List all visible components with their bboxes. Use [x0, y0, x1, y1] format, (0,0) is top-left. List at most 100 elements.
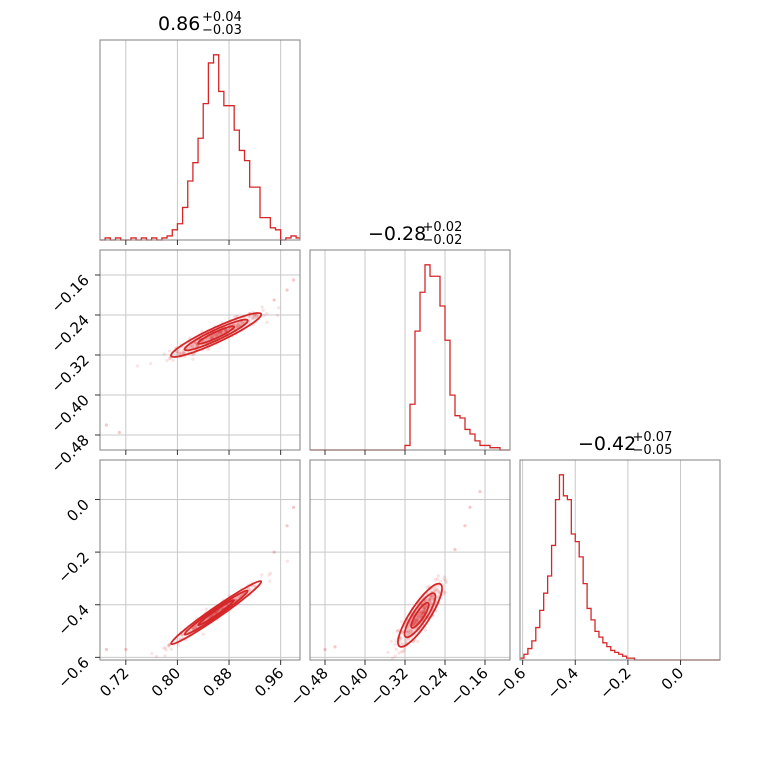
pair-panel-0 — [99, 249, 301, 451]
histogram-2 — [520, 474, 720, 661]
scatter-point — [175, 349, 179, 353]
title-0-upper: +0.04 — [202, 10, 242, 25]
scatter-point — [420, 611, 424, 615]
scatter-point — [177, 351, 181, 355]
x-tick-label: 0.72 — [96, 664, 132, 700]
scatter-point — [426, 598, 430, 602]
scatter-point — [224, 329, 228, 333]
scatter-point — [260, 305, 264, 309]
title-1: −0.28 — [368, 223, 426, 245]
scatter-point — [216, 333, 221, 337]
scatter-outlier — [124, 647, 128, 652]
scatter-point — [268, 579, 272, 583]
contour-1-0 — [197, 599, 236, 627]
scatter-point — [210, 335, 215, 339]
scatter-point — [254, 314, 258, 318]
scatter-point — [427, 584, 431, 588]
scatter-point — [182, 351, 186, 355]
scatter-point — [200, 329, 204, 333]
scatter-outlier — [291, 278, 296, 282]
x-tick-label: 0.80 — [148, 664, 184, 700]
scatter-point — [208, 336, 213, 340]
scatter-point — [431, 597, 435, 601]
scatter-point — [442, 592, 446, 596]
scatter-point — [438, 579, 442, 583]
scatter-point — [428, 597, 432, 601]
y-tick-label: −0.2 — [54, 548, 92, 586]
scatter-point — [419, 615, 423, 619]
scatter-point — [402, 648, 406, 652]
scatter-point — [219, 330, 224, 334]
scatter-point — [444, 580, 448, 585]
scatter-point — [175, 350, 179, 354]
scatter-point — [423, 607, 427, 611]
scatter-point — [168, 357, 172, 361]
contour-0-2 — [170, 312, 263, 358]
y-tick-label: −0.32 — [48, 351, 93, 396]
scatter-point — [395, 629, 399, 633]
scatter-point — [213, 611, 218, 615]
y-tick-label: −0.40 — [48, 391, 93, 436]
scatter-point — [260, 573, 264, 577]
scatter-point — [421, 607, 425, 612]
scatter-point — [225, 328, 229, 332]
data-layer — [100, 54, 720, 661]
scatter-point — [419, 614, 424, 618]
scatter-point — [401, 650, 405, 654]
scatter-point — [234, 596, 238, 600]
scatter-point — [397, 651, 401, 655]
scatter-point — [237, 323, 241, 328]
y-tick-label: −0.24 — [48, 311, 93, 356]
scatter-point — [165, 359, 169, 363]
scatter-point — [210, 334, 214, 338]
scatter-point — [285, 559, 290, 563]
scatter-point — [422, 611, 426, 615]
diag-panel-2 — [519, 459, 721, 661]
scatter-point — [214, 334, 218, 338]
x-tick-label: −0.24 — [407, 664, 452, 709]
y-tick-label: −0.48 — [48, 431, 93, 476]
scatter-point — [236, 595, 241, 599]
scatter-point — [407, 630, 411, 634]
scatter-point — [409, 630, 413, 634]
scatter-point — [436, 574, 440, 578]
scatter-point — [239, 323, 243, 327]
scatter-point — [191, 353, 195, 357]
scatter-point — [414, 618, 419, 623]
scatter-point — [237, 322, 241, 326]
scatter-point — [419, 609, 424, 614]
y-tick-label: −0.4 — [54, 601, 92, 639]
scatter-point — [421, 610, 425, 614]
scatter-point — [443, 590, 447, 595]
scatter-point — [177, 643, 181, 647]
scatter-point — [429, 595, 433, 599]
scatter-point — [216, 333, 220, 337]
scatter-point — [235, 322, 239, 326]
scatter-point — [154, 654, 158, 659]
contour-2-1 — [403, 592, 437, 639]
scatter-point — [195, 343, 199, 348]
y-tick-label: −0.16 — [48, 271, 93, 316]
scatter-point — [214, 333, 218, 337]
scatter-point — [437, 590, 441, 595]
scatter-point — [178, 351, 182, 355]
scatter-point — [418, 610, 423, 614]
scatter-point — [193, 626, 197, 630]
scatter-outlier — [478, 489, 482, 494]
scatter-outlier — [104, 423, 109, 427]
scatter-point — [428, 597, 433, 601]
scatter-point — [180, 352, 184, 356]
scatter-point — [400, 630, 404, 634]
contour-2-2 — [397, 582, 443, 648]
scatter-point — [442, 577, 446, 582]
scatter-point — [412, 621, 416, 625]
scatter-point — [420, 610, 424, 614]
scatter-point — [415, 618, 419, 622]
scatter-point — [423, 628, 428, 632]
scatter-point — [414, 618, 418, 622]
scatter-point — [212, 334, 217, 338]
scatter-point — [235, 324, 239, 328]
scatter-point — [435, 588, 439, 592]
scatter-point — [265, 312, 269, 316]
